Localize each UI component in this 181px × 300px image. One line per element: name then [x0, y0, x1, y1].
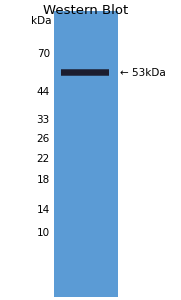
Text: 22: 22 — [37, 154, 50, 164]
Text: 33: 33 — [37, 115, 50, 125]
Bar — [61, 70, 109, 71]
Text: Western Blot: Western Blot — [43, 4, 129, 17]
Text: 14: 14 — [37, 205, 50, 215]
Text: 10: 10 — [37, 227, 50, 238]
Text: 26: 26 — [37, 134, 50, 145]
Text: kDa: kDa — [31, 16, 52, 26]
Bar — [61, 75, 109, 76]
Bar — [61, 69, 109, 70]
Bar — [54, 11, 118, 297]
Text: 18: 18 — [37, 175, 50, 185]
Bar — [61, 70, 109, 75]
Bar — [61, 71, 109, 72]
Text: 44: 44 — [37, 86, 50, 97]
Text: ← 53kDa: ← 53kDa — [120, 68, 166, 78]
Bar — [61, 73, 109, 74]
Text: 70: 70 — [37, 49, 50, 59]
Bar — [61, 74, 109, 75]
Bar — [61, 72, 109, 73]
